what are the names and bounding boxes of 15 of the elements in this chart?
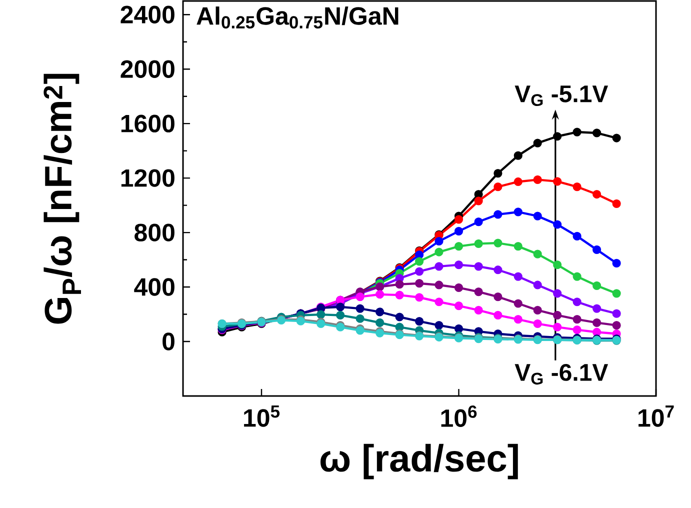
y-tick-label: 2000 (120, 60, 174, 78)
y-tick-label: 1600 (121, 114, 174, 132)
y-tick-label: 2400 (120, 6, 174, 24)
chart-title: Al$_{0.25}$Ga$_{0.75}$N/GaN (196, 6, 398, 29)
y-tick-label: 1200 (121, 169, 174, 187)
x-axis-title: ω [rad/sec] (320, 444, 518, 480)
y-tick-label: 800 (134, 224, 174, 242)
y-tick-label: 400 (134, 278, 174, 296)
x-tick-label: 10$^{7}$ (638, 406, 674, 427)
x-tick-label: 10$^{6}$ (441, 406, 477, 428)
annotation: V$_{G}$ -5.1V (514, 86, 608, 106)
x-tick-label: 10$^{5}$ (244, 406, 280, 427)
y-tick-label: 0 (162, 332, 174, 350)
annotation: V$_{G}$ -6.1V (514, 364, 608, 385)
y-axis-title: G$_{P}$/ω [nF/cm$^{2}$] (44, 74, 82, 324)
